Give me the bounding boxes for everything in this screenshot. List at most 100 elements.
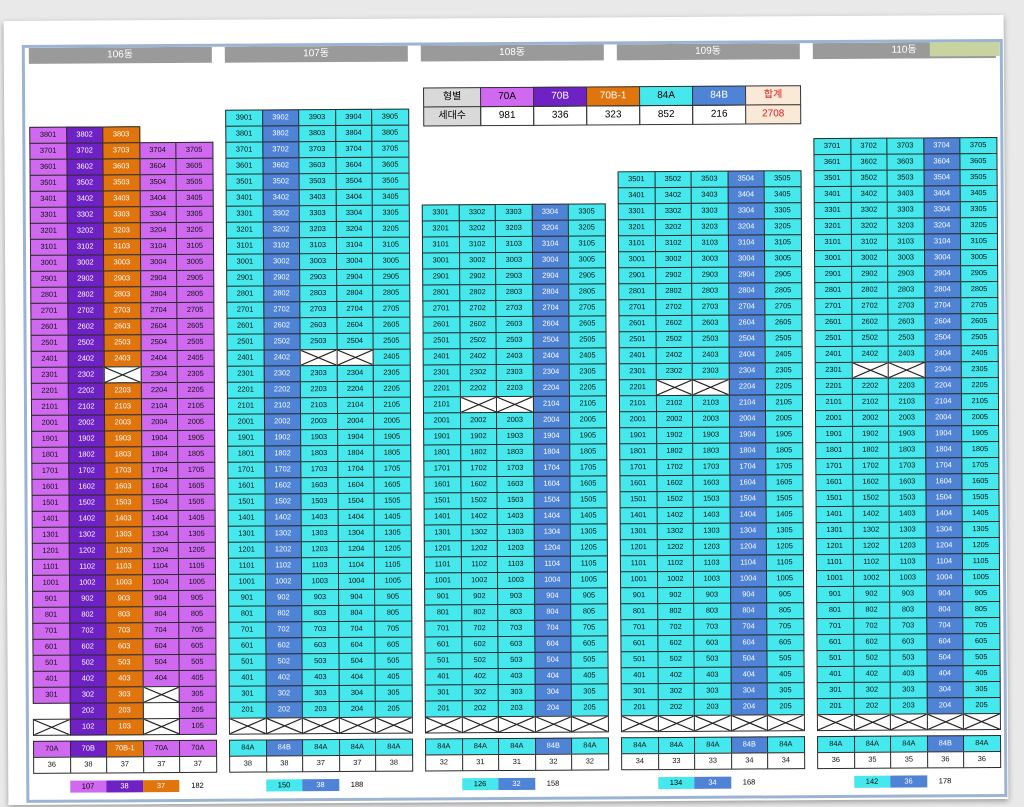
building-header: 108동 xyxy=(420,44,604,62)
unit-cell: 2904 xyxy=(335,268,374,287)
unit-cell: 1603 xyxy=(496,475,535,494)
unit-cell: 2803 xyxy=(299,285,337,303)
unit-cell: 705 xyxy=(178,621,216,640)
unit-cell: 803 xyxy=(889,601,927,619)
unit-cell: 1905 xyxy=(177,429,215,448)
unit-cell: 2703 xyxy=(103,302,141,320)
unit-cell: 803 xyxy=(497,603,535,622)
unit-cell: 1804 xyxy=(336,444,375,463)
unit-cell: 1305 xyxy=(569,523,608,541)
unit-cell: 3604 xyxy=(138,158,177,176)
unit-cell: 902 xyxy=(656,586,695,605)
unit-cell: 2105 xyxy=(764,394,803,412)
unit-cell: 3701 xyxy=(813,137,851,156)
unit-cell: 2103 xyxy=(299,397,338,415)
unit-cell: 2602 xyxy=(458,316,497,334)
unit-cell: 2901 xyxy=(618,267,656,285)
unit-cell: 1304 xyxy=(337,524,375,543)
unit-cell: 1705 xyxy=(961,456,999,475)
building-total: 188 xyxy=(350,779,364,789)
unit-cell: 2603 xyxy=(691,314,730,332)
unit-cell: 2205 xyxy=(568,379,607,397)
unit-cell: 2004 xyxy=(532,411,571,429)
unit-cell: 1601 xyxy=(423,476,462,494)
unit-cell: 405 xyxy=(570,667,609,685)
unit-cell: 3002 xyxy=(66,254,105,272)
unit-cell: 1603 xyxy=(888,473,926,491)
unit-cell: 3703 xyxy=(298,141,336,159)
unit-cell: 3101 xyxy=(421,236,460,254)
unit-cell: 2704 xyxy=(335,300,374,319)
unit-cell: 2301 xyxy=(618,363,657,381)
type-summary-cell: 34 xyxy=(694,776,731,789)
unit-cell: 704 xyxy=(925,617,964,635)
unit-cell: 3602 xyxy=(849,153,888,171)
unit-cell: 1304 xyxy=(533,523,571,541)
unit-cell: 2001 xyxy=(31,414,69,432)
unit-cell: 602 xyxy=(852,633,891,651)
unit-cell: 2302 xyxy=(263,365,301,383)
unit-cell: 1301 xyxy=(31,526,70,544)
unit-cell: 2303 xyxy=(691,362,730,380)
empty-unit-cell xyxy=(374,716,413,734)
unit-cell: 2402 xyxy=(263,349,301,367)
type-summary-cell: 36 xyxy=(890,775,927,788)
unit-cell: 402 xyxy=(265,669,303,687)
unit-cell: 1304 xyxy=(925,521,963,539)
unit-cell: 1702 xyxy=(655,458,694,477)
unit-cell: 3605 xyxy=(959,152,998,171)
unit-cell: 2205 xyxy=(176,381,215,400)
unit-cell: 1902 xyxy=(67,430,106,448)
unit-cell: 1205 xyxy=(373,540,412,558)
unit-cell: 503 xyxy=(301,653,340,671)
unit-cell: 904 xyxy=(533,587,572,605)
unit-cell: 1103 xyxy=(496,555,535,574)
unit-cell: 2502 xyxy=(851,329,889,347)
unit-cell: 2604 xyxy=(923,313,962,331)
unit-cell: 2902 xyxy=(850,265,889,283)
unit-cell: 3103 xyxy=(102,238,141,256)
unit-cell: 205 xyxy=(570,699,609,717)
unit-count-cell: 32 xyxy=(571,753,609,771)
unit-cell: 2505 xyxy=(372,332,411,350)
unit-cell: 2205 xyxy=(764,378,803,396)
unit-cell: 2702 xyxy=(66,302,105,320)
unit-cell: 2805 xyxy=(764,282,802,300)
type-legend-table: 형별 세대수 70A 981 70B 336 70B-1 323 84A 852… xyxy=(423,85,805,127)
unit-cell: 2705 xyxy=(764,298,802,316)
legend-count-70B-1: 323 xyxy=(586,105,641,126)
unit-cell: 2905 xyxy=(960,264,998,283)
empty-unit-cell xyxy=(657,714,695,733)
unit-cell: 702 xyxy=(68,622,107,640)
empty-unit-cell xyxy=(620,715,659,733)
unit-cell: 904 xyxy=(729,586,768,604)
unit-cell: 1101 xyxy=(619,555,658,573)
unit-cell: 2801 xyxy=(422,284,460,302)
unit-cell: 1604 xyxy=(728,474,767,492)
unit-cell: 2705 xyxy=(372,300,410,318)
unit-cell: 3105 xyxy=(567,235,606,253)
empty-unit-cell xyxy=(887,361,926,379)
unit-cell: 203 xyxy=(497,699,536,718)
unit-cell: 3603 xyxy=(886,153,925,171)
empty-unit-cell xyxy=(142,685,180,704)
building-header: 107동 xyxy=(224,45,408,63)
unit-cell: 3704 xyxy=(922,137,961,155)
unit-cell: 1003 xyxy=(104,574,143,592)
unit-cell: 2004 xyxy=(140,414,179,432)
unit-cell: 2504 xyxy=(924,329,962,347)
unit-cell: 403 xyxy=(497,667,536,686)
unit-cell: 904 xyxy=(141,590,180,608)
type-label-cell: 84A xyxy=(498,737,536,756)
unit-cell: 602 xyxy=(460,636,499,654)
unit-cell: 3504 xyxy=(727,170,765,188)
unit-cell: 601 xyxy=(620,635,658,653)
unit-cell: 1204 xyxy=(925,537,963,555)
type-summary-cell: 38 xyxy=(106,780,143,793)
unit-cell: 2801 xyxy=(226,285,264,303)
unit-cell: 2703 xyxy=(887,297,925,315)
unit-cell: 202 xyxy=(461,700,499,718)
unit-cell: 905 xyxy=(766,586,804,604)
unit-cell: 3903 xyxy=(298,109,336,127)
unit-cell: 302 xyxy=(657,682,695,701)
